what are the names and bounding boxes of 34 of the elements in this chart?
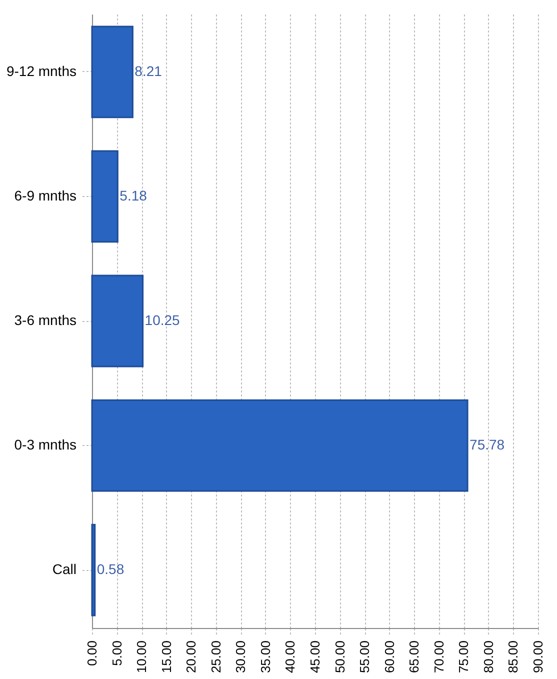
y-tick-label: 9-12 mnths <box>6 62 76 79</box>
bar <box>91 26 134 118</box>
data-label: 75.78 <box>470 436 505 453</box>
x-tick-label: 45.00 <box>308 640 322 674</box>
bar <box>91 399 468 492</box>
x-tick-label: 10.00 <box>134 640 150 674</box>
x-tick-label: 35.00 <box>258 640 273 674</box>
x-tick-label: 20.00 <box>184 640 199 674</box>
bar <box>91 150 118 243</box>
x-tick-label: 70.00 <box>431 640 446 674</box>
data-label: 8.21 <box>134 62 162 79</box>
y-tick-label: 3-6 mnths <box>14 312 76 328</box>
x-tick-label: 5.00 <box>109 640 124 666</box>
data-label: 5.18 <box>120 187 148 204</box>
x-tick-label: 40.00 <box>282 640 298 674</box>
bar <box>91 274 144 368</box>
data-label: 0.58 <box>96 561 124 578</box>
x-tick-label: 90.00 <box>530 640 546 674</box>
x-tick-label: 0.00 <box>84 640 100 666</box>
x-tick-label: 85.00 <box>506 640 521 674</box>
x-tick-label: 30.00 <box>233 640 248 674</box>
bar <box>91 524 96 616</box>
x-tick-label: 65.00 <box>406 640 422 674</box>
x-tick-label: 75.00 <box>456 640 472 674</box>
y-tick-label: 0-3 mnths <box>14 436 76 453</box>
x-tick-label: 50.00 <box>332 640 348 674</box>
x-tick-label: 15.00 <box>158 640 174 674</box>
data-label: 10.25 <box>144 312 180 328</box>
x-tick-label: 55.00 <box>357 640 372 674</box>
x-tick-label: 25.00 <box>208 640 224 674</box>
x-tick-label: 80.00 <box>480 640 496 674</box>
y-tick-label: Call <box>52 561 76 578</box>
x-tick-label: 60.00 <box>382 640 397 674</box>
y-tick-label: 6-9 mnths <box>14 187 76 204</box>
